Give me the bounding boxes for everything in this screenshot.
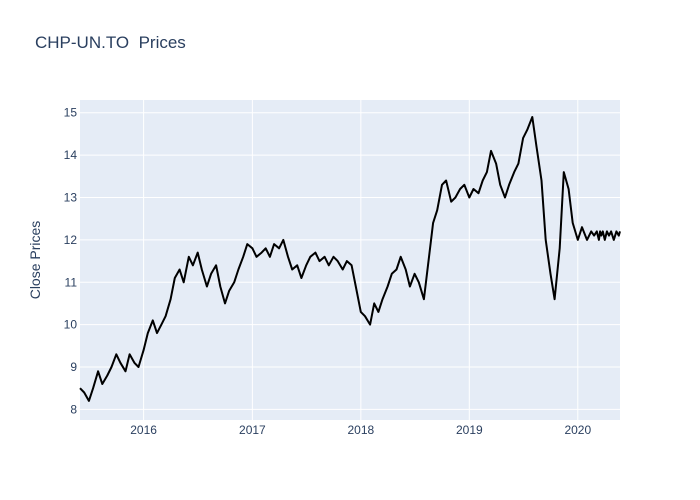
x-tick-label: 2017 (239, 423, 266, 437)
x-tick-label: 2016 (130, 423, 157, 437)
y-tick-label: 8 (70, 402, 77, 416)
y-tick-label: 11 (65, 275, 78, 289)
y-tick-label: 14 (64, 148, 78, 162)
y-tick-label: 13 (64, 190, 78, 204)
y-tick-label: 10 (64, 318, 78, 332)
y-tick-label: 15 (64, 106, 78, 120)
x-tick-label: 2020 (564, 423, 591, 437)
tick-labels: 8 9 10 11 12 13 14 15 2016 2017 2018 2019 2020 (64, 106, 592, 437)
plot-area (80, 100, 620, 420)
series-layer (79, 116, 621, 402)
price-line (79, 116, 621, 402)
x-tick-label: 2019 (456, 423, 483, 437)
y-axis-title: Close Prices (27, 221, 43, 300)
x-tick-label: 2018 (347, 423, 374, 437)
y-tick-label: 9 (70, 360, 77, 374)
chart-title: CHP-UN.TO Prices (35, 33, 186, 52)
grid-lines (80, 100, 620, 420)
y-tick-label: 12 (64, 233, 78, 247)
